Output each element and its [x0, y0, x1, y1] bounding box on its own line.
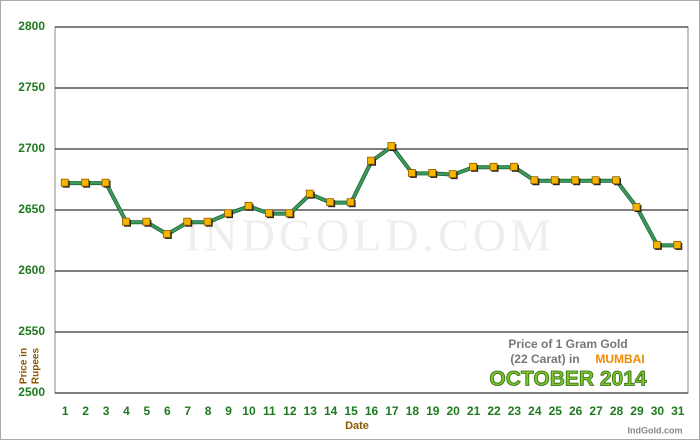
marker: [81, 178, 90, 187]
marker: [101, 178, 110, 187]
x-tick-label: 15: [344, 404, 358, 418]
x-tick-label: 27: [589, 404, 603, 418]
x-tick-label: 8: [205, 404, 212, 418]
x-tick-label: 17: [385, 404, 399, 418]
marker: [652, 240, 661, 249]
x-tick-label: 21: [467, 404, 481, 418]
marker: [632, 203, 641, 211]
marker: [183, 217, 192, 226]
marker: [591, 176, 600, 185]
x-tick-label: 14: [324, 404, 338, 418]
caption-period: OCTOBER 2014: [489, 368, 646, 391]
x-tick-label: 16: [365, 404, 379, 418]
x-tick-label: 6: [164, 404, 171, 418]
x-tick-label: 29: [630, 404, 644, 418]
caption-line: Price of 1 Gram Gold: [508, 337, 627, 351]
marker: [510, 162, 518, 171]
x-tick-label: 30: [651, 404, 665, 418]
marker: [530, 176, 539, 185]
marker: [428, 168, 437, 177]
x-tick-label: 4: [123, 404, 130, 418]
watermark: INDGOLD.COM: [185, 210, 555, 261]
y-tick-label: 2500: [18, 385, 45, 399]
marker: [60, 178, 69, 187]
caption-line: (22 Carat) in: [510, 352, 579, 366]
marker: [571, 176, 580, 185]
x-tick-label: 11: [263, 404, 276, 418]
x-axis-label: Date: [345, 420, 369, 432]
y-tick-label: 2650: [18, 202, 45, 216]
x-tick-label: 31: [671, 404, 685, 418]
y-tick-label: 2600: [18, 263, 45, 277]
marker: [142, 217, 151, 226]
marker: [489, 162, 498, 171]
y-axis-label: Rupees: [31, 348, 42, 385]
marker: [346, 198, 355, 207]
x-tick-label: 10: [242, 404, 256, 418]
y-tick-label: 2750: [18, 80, 45, 94]
x-tick-label: 18: [406, 404, 420, 418]
marker: [244, 201, 253, 210]
x-tick-label: 22: [487, 404, 501, 418]
x-tick-label: 24: [528, 404, 542, 418]
marker: [367, 156, 375, 165]
marker: [448, 170, 457, 179]
x-tick-label: 13: [304, 404, 318, 418]
x-tick-label: 26: [569, 404, 583, 418]
marker: [550, 176, 559, 185]
x-tick-label: 12: [283, 404, 297, 418]
x-tick-label: 3: [103, 404, 110, 418]
marker: [612, 176, 620, 185]
marker: [224, 209, 232, 218]
x-tick-label: 7: [184, 404, 191, 418]
x-tick-label: 5: [144, 404, 151, 418]
marker: [469, 162, 477, 171]
marker: [326, 198, 335, 207]
x-tick-label: 2: [82, 404, 89, 418]
x-tick-label: 25: [549, 404, 563, 418]
x-tick-label: 19: [426, 404, 440, 418]
x-tick-label: 9: [225, 404, 232, 418]
marker: [162, 229, 171, 238]
x-tick-label: 28: [610, 404, 624, 418]
y-tick-label: 2800: [18, 19, 45, 33]
x-tick-label: 20: [446, 404, 460, 418]
marker: [387, 142, 396, 150]
caption-city: MUMBAI: [595, 352, 644, 366]
site-credit: IndGold.com: [628, 425, 683, 435]
marker: [203, 217, 212, 226]
y-axis-label: Price in: [19, 348, 30, 384]
y-tick-label: 2700: [18, 141, 45, 155]
y-tick-label: 2550: [18, 324, 45, 338]
x-tick-label: 23: [508, 404, 522, 418]
marker: [285, 209, 294, 218]
marker: [673, 240, 682, 249]
marker: [407, 168, 416, 177]
marker: [265, 209, 273, 218]
marker: [305, 189, 314, 198]
marker: [122, 217, 130, 226]
x-tick-label: 1: [62, 404, 69, 418]
